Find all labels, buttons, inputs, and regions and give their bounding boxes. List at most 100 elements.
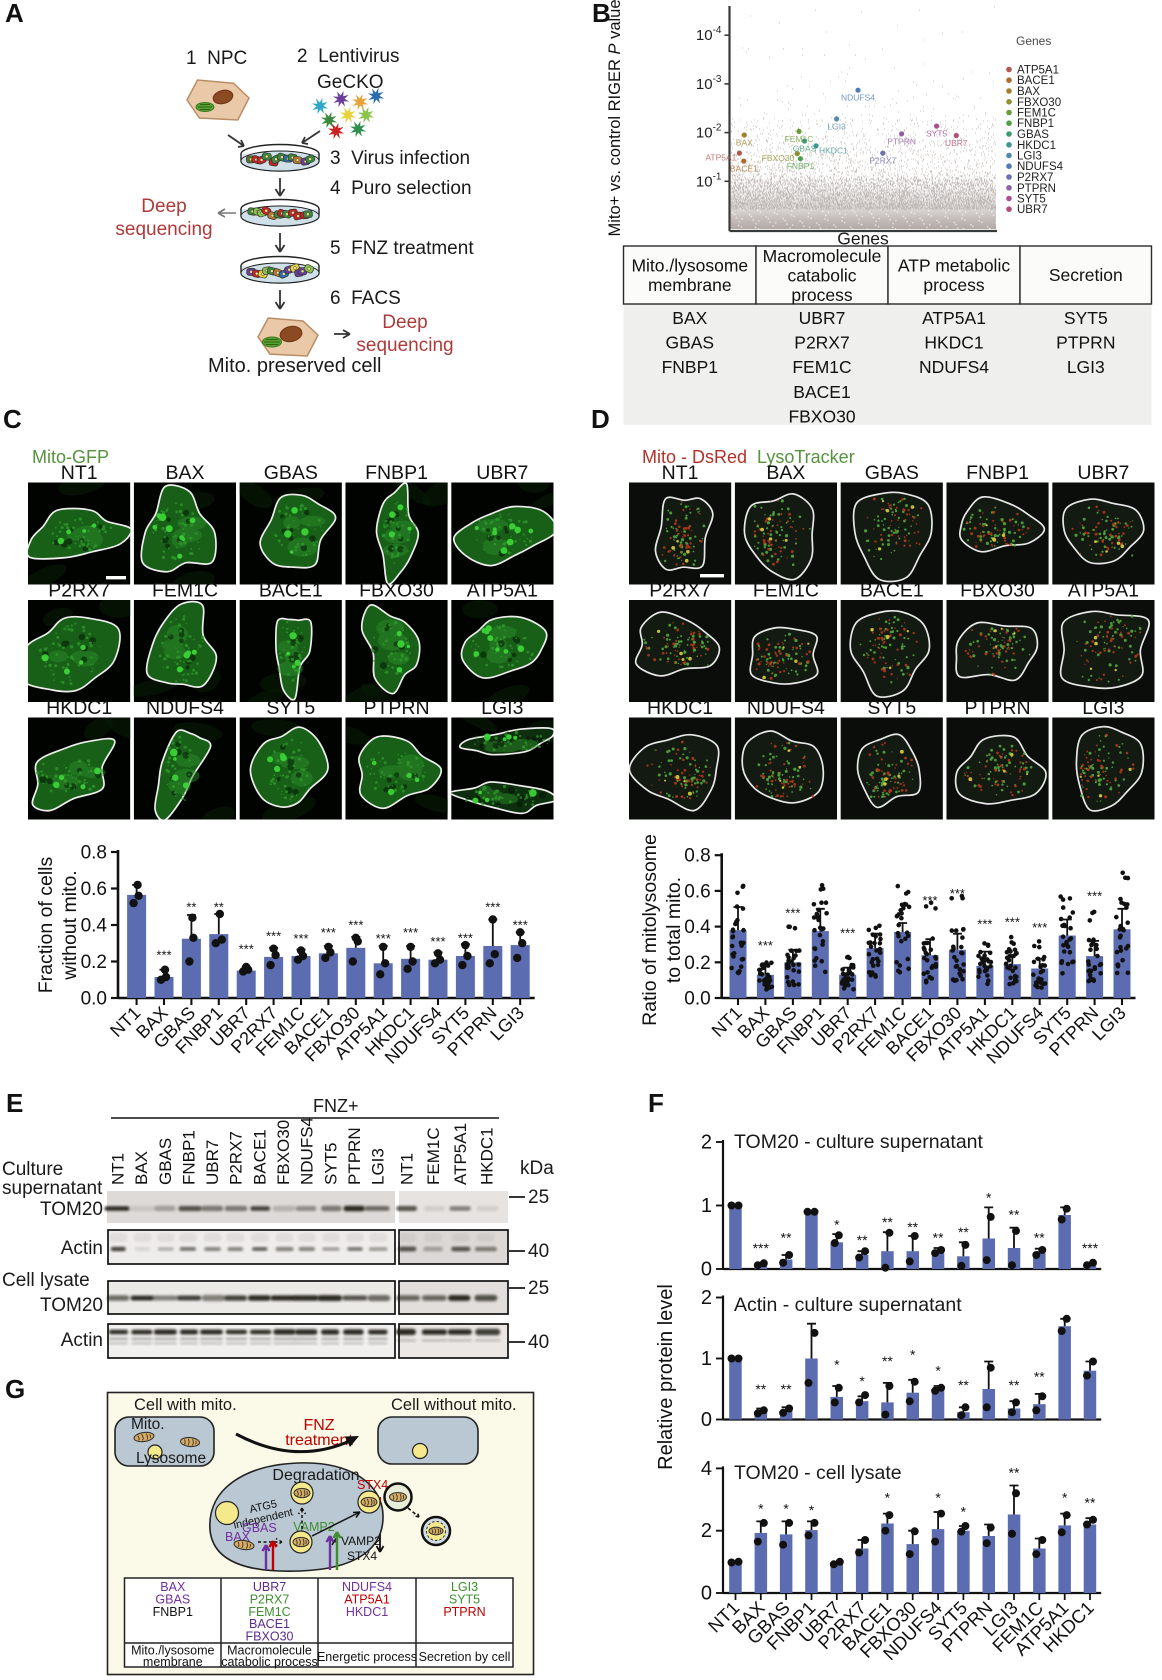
svg-text:10-2: 10-2 (696, 123, 722, 142)
svg-text:LGI3: LGI3 (1067, 357, 1105, 377)
svg-text:STX4: STX4 (357, 1478, 388, 1492)
svg-text:*: * (910, 1347, 916, 1363)
svg-text:BAX: BAX (766, 462, 805, 484)
svg-text:GBAS: GBAS (264, 462, 318, 484)
svg-text:4: 4 (701, 1458, 712, 1480)
svg-text:**: ** (882, 1214, 893, 1230)
svg-text:Mito-GFP: Mito-GFP (32, 447, 109, 467)
svg-text:Mito+ vs. control RIGER P valu: Mito+ vs. control RIGER P value (606, 0, 624, 237)
svg-text:Genes: Genes (1016, 34, 1051, 48)
svg-text:*: * (783, 1501, 789, 1517)
svg-text:FNBP1: FNBP1 (662, 357, 718, 377)
svg-text:LysoTracker: LysoTracker (757, 447, 855, 467)
svg-text:***: *** (1032, 920, 1047, 935)
svg-text:5 FNZ treatment: 5 FNZ treatment (330, 238, 474, 259)
svg-text:4 Puro selection: 4 Puro selection (330, 178, 472, 199)
svg-text:NT1: NT1 (109, 1153, 128, 1185)
svg-text:NT1: NT1 (61, 462, 98, 484)
svg-text:FEM1C: FEM1C (792, 357, 851, 377)
svg-text:TOM20: TOM20 (40, 1295, 103, 1316)
svg-text:GBAS: GBAS (156, 1138, 175, 1185)
svg-text:Cell with mito.: Cell with mito. (134, 1396, 237, 1414)
svg-text:BACE1: BACE1 (250, 1129, 269, 1185)
svg-text:P2RX7: P2RX7 (227, 1131, 246, 1185)
svg-text:*: * (834, 1217, 840, 1233)
svg-text:HKDC1: HKDC1 (46, 697, 112, 719)
svg-text:catabolic: catabolic (787, 266, 856, 286)
svg-text:3 Virus infection: 3 Virus infection (330, 148, 470, 169)
svg-text:**: ** (882, 1353, 893, 1369)
svg-text:10-4: 10-4 (696, 25, 722, 44)
svg-text:Deep: Deep (382, 312, 427, 333)
svg-text:BACE1: BACE1 (793, 382, 850, 402)
svg-text:P2RX7: P2RX7 (1017, 172, 1053, 184)
svg-text:***: *** (485, 899, 500, 914)
svg-text:BACE1: BACE1 (249, 1617, 290, 1631)
svg-text:**: ** (958, 1377, 969, 1393)
svg-text:1 NPC: 1 NPC (186, 48, 247, 69)
svg-text:***: *** (753, 1240, 770, 1256)
svg-text:40: 40 (528, 1332, 549, 1353)
svg-text:Mito - DsRed: Mito - DsRed (642, 447, 747, 467)
svg-text:GBAS: GBAS (1017, 129, 1049, 141)
svg-text:GBAS: GBAS (155, 1592, 190, 1606)
svg-text:FEM1C: FEM1C (753, 580, 819, 602)
svg-text:0.4: 0.4 (684, 917, 711, 938)
svg-text:ATP5A1: ATP5A1 (1017, 65, 1059, 77)
svg-text:VAMP2: VAMP2 (341, 1534, 381, 1548)
svg-text:F: F (648, 1088, 664, 1118)
svg-text:*: * (986, 1189, 992, 1205)
svg-text:Secretion: Secretion (1049, 265, 1123, 285)
svg-text:Deep: Deep (141, 196, 186, 217)
svg-text:NDUFS4: NDUFS4 (747, 697, 825, 719)
svg-text:***: *** (376, 931, 391, 946)
svg-text:0: 0 (701, 1583, 712, 1605)
svg-text:ATP5A1: ATP5A1 (344, 1592, 390, 1606)
svg-text:***: *** (321, 925, 336, 940)
svg-text:FEM1C: FEM1C (248, 1605, 290, 1619)
svg-text:*: * (859, 1373, 865, 1389)
svg-text:***: *** (348, 918, 363, 933)
svg-text:STX4: STX4 (347, 1549, 377, 1563)
svg-text:TOM20 - cell lysate: TOM20 - cell lysate (734, 1462, 902, 1484)
svg-text:Mito./lysosome: Mito./lysosome (131, 1644, 214, 1658)
svg-text:UBR7: UBR7 (799, 308, 846, 328)
svg-text:25: 25 (528, 1187, 549, 1208)
svg-text:Cell without mito.: Cell without mito. (391, 1396, 517, 1414)
svg-text:NDUFS4: NDUFS4 (298, 1117, 317, 1185)
svg-text:HKDC1: HKDC1 (647, 697, 713, 719)
svg-text:0: 0 (701, 1259, 712, 1281)
svg-text:Relative protein level: Relative protein level (655, 1284, 677, 1470)
svg-text:NDUFS4: NDUFS4 (919, 357, 989, 377)
svg-text:BACE1: BACE1 (860, 580, 924, 602)
svg-text:***: *** (239, 941, 254, 956)
svg-text:P2RX7: P2RX7 (794, 333, 849, 353)
svg-text:Actin: Actin (61, 1238, 103, 1259)
svg-text:***: *** (922, 893, 937, 908)
svg-text:A: A (5, 0, 24, 28)
svg-text:**: ** (755, 1381, 766, 1397)
svg-text:BACE1: BACE1 (730, 164, 758, 174)
svg-text:PTPRN: PTPRN (1056, 333, 1115, 353)
svg-text:0.8: 0.8 (684, 846, 710, 867)
svg-text:NT1: NT1 (398, 1153, 417, 1185)
svg-text:10-3: 10-3 (696, 74, 722, 93)
svg-text:PTPRN: PTPRN (964, 697, 1030, 719)
svg-text:FBXO30: FBXO30 (246, 1630, 294, 1644)
svg-text:ATP metabolic: ATP metabolic (898, 256, 1010, 276)
svg-text:UBR7: UBR7 (203, 1140, 222, 1185)
svg-text:E: E (6, 1088, 23, 1118)
svg-text:HKDC1: HKDC1 (478, 1127, 497, 1185)
svg-text:UBR7: UBR7 (1077, 462, 1129, 484)
svg-text:HKDC1: HKDC1 (346, 1605, 388, 1619)
svg-text:FNBP1: FNBP1 (365, 462, 428, 484)
svg-text:2: 2 (701, 1132, 712, 1154)
svg-text:***: *** (156, 948, 171, 963)
svg-text:6 FACS: 6 FACS (330, 288, 401, 309)
svg-text:ATP5A1: ATP5A1 (451, 1123, 470, 1185)
svg-text:*: * (809, 1502, 815, 1518)
svg-text:FNBP1: FNBP1 (1017, 118, 1054, 130)
svg-text:SYT5: SYT5 (449, 1592, 480, 1606)
svg-text:FBXO30: FBXO30 (359, 580, 434, 602)
svg-text:ATP5A1: ATP5A1 (1068, 580, 1139, 602)
